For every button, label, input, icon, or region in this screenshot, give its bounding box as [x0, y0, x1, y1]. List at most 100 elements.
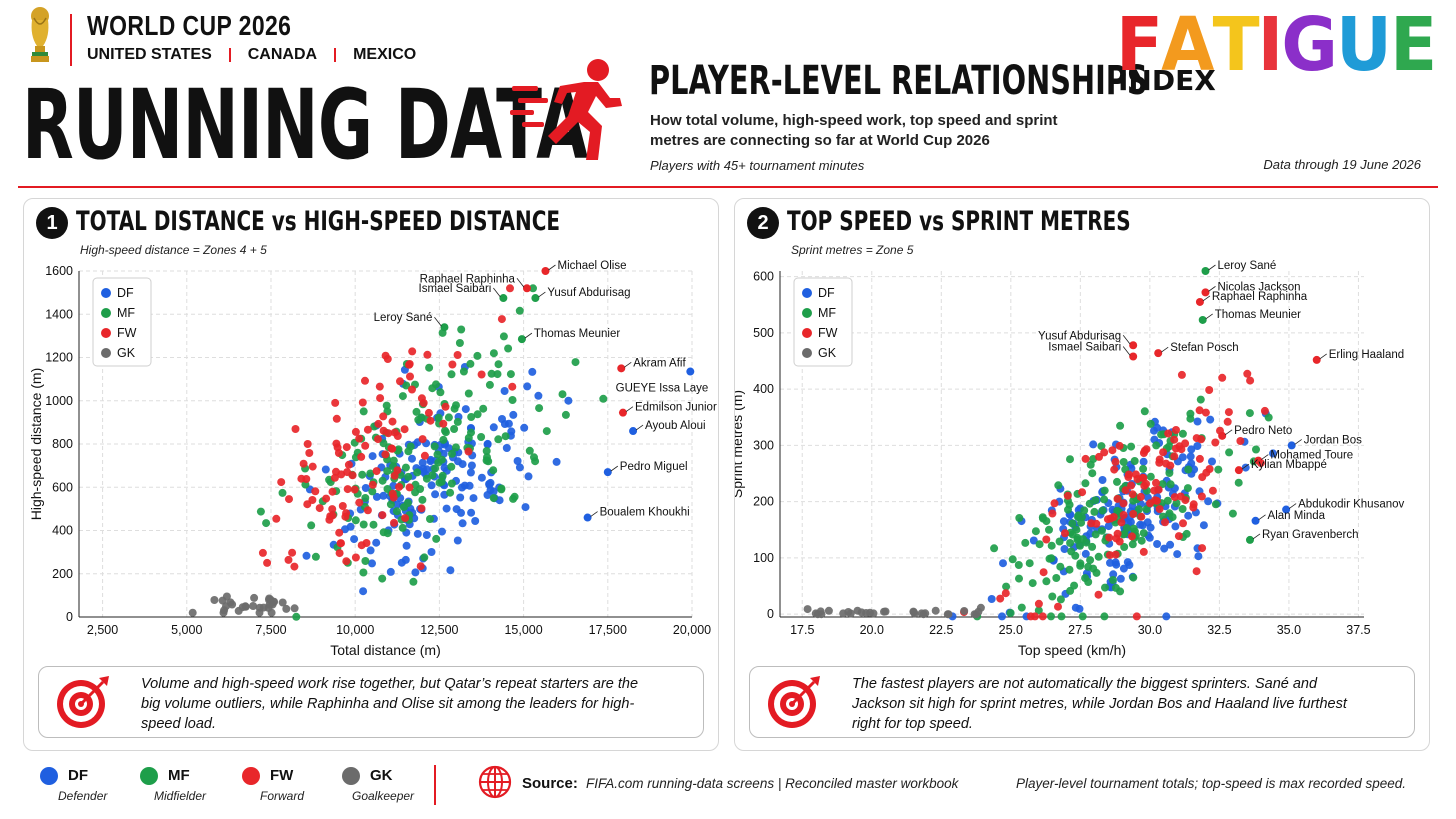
data-point-mf: [425, 363, 434, 372]
host-country: MEXICO: [353, 46, 417, 63]
legend-dot: [140, 767, 158, 785]
legend-marker-mf: [101, 308, 111, 318]
x-tick-label: 17,500: [589, 623, 627, 637]
data-point-mf: [441, 426, 449, 435]
event-title: WORLD CUP 2026: [87, 10, 292, 41]
data-point-fw: [1105, 533, 1114, 542]
x-tick-label: 35.0: [1277, 623, 1301, 637]
insight-callout: Volume and high-speed work rise together…: [38, 666, 704, 738]
data-point-mf: [404, 472, 413, 481]
data-point-fw: [1136, 492, 1145, 501]
data-point-fw: [418, 435, 427, 444]
data-point-mf: [1113, 477, 1121, 486]
data-point-fw: [1140, 446, 1149, 455]
data-point-mf: [561, 410, 570, 419]
data-point-fw: [374, 435, 382, 444]
data-point-mf: [1264, 413, 1273, 422]
highlighted-point: [1201, 288, 1210, 297]
data-point-df: [408, 454, 416, 463]
label-leader-line: [1319, 353, 1327, 360]
data-point-mf: [1031, 527, 1040, 536]
data-point-fw: [357, 452, 366, 461]
data-point-df: [1098, 476, 1107, 484]
data-point-mf: [1130, 457, 1139, 465]
data-point-fw: [1152, 478, 1160, 487]
data-point-mf: [530, 453, 538, 462]
legend-code: MF: [168, 767, 190, 784]
data-point-mf: [501, 432, 510, 441]
highlighted-point: [1154, 349, 1163, 358]
data-point-fw: [1095, 452, 1103, 461]
legend-marker-mf: [802, 308, 812, 318]
x-tick-label: 15,000: [504, 623, 542, 637]
x-tick-label: 25.0: [999, 623, 1023, 637]
data-point-mf: [1098, 506, 1107, 515]
data-point-mf: [558, 390, 567, 399]
panel-subtitle: High-speed distance = Zones 4 + 5: [80, 243, 267, 257]
data-point-mf: [432, 380, 440, 389]
x-tick-label: 32.5: [1207, 623, 1231, 637]
data-point-df: [1173, 550, 1182, 559]
data-point-mf: [525, 446, 534, 455]
data-point-mf: [506, 370, 515, 379]
data-point-df: [458, 519, 467, 528]
data-point-df: [1186, 452, 1195, 461]
data-point-df: [489, 423, 498, 432]
data-point-mf: [1163, 496, 1172, 505]
data-point-mf: [1057, 612, 1066, 621]
data-point-df: [1060, 545, 1069, 553]
data-point-mf: [482, 447, 491, 455]
data-point-fw: [277, 478, 286, 487]
data-point-df: [465, 481, 474, 490]
data-point-fw: [303, 500, 312, 509]
data-point-df: [431, 490, 440, 499]
legend-code: DF: [68, 767, 88, 784]
data-point-df: [1184, 511, 1193, 520]
label-leader-line: [1261, 454, 1269, 460]
data-point-df: [452, 505, 461, 514]
data-point-fw: [1172, 426, 1180, 434]
y-tick-label: 400: [753, 382, 774, 396]
data-point-df: [528, 367, 537, 376]
host-country: CANADA: [247, 46, 318, 63]
x-tick-label: 17.5: [790, 623, 814, 637]
y-tick-label: 0: [66, 610, 73, 624]
data-point-mf: [1120, 543, 1129, 551]
data-point-gk: [210, 596, 219, 604]
data-point-df: [1241, 463, 1250, 472]
data-point-mf: [1172, 499, 1181, 508]
data-point-fw: [328, 505, 337, 514]
data-point-fw: [1205, 386, 1214, 394]
data-point-fw: [1205, 465, 1214, 473]
data-point-fw: [1243, 369, 1252, 378]
data-point-fw: [1159, 448, 1168, 457]
data-point-mf: [1120, 530, 1129, 538]
data-point-mf: [1017, 603, 1026, 612]
data-point-fw: [379, 412, 388, 421]
data-point-df: [534, 391, 543, 400]
data-point-mf: [1091, 530, 1100, 539]
data-point-mf: [378, 574, 387, 583]
data-point-mf: [1054, 481, 1063, 490]
data-point-fw: [335, 528, 344, 537]
subtitle: PLAYER-LEVEL RELATIONSHIPS: [649, 58, 1148, 104]
data-point-mf: [504, 344, 513, 353]
data-point-mf: [535, 404, 544, 413]
data-point-mf: [378, 476, 387, 485]
brand-letter: E: [1390, 2, 1437, 88]
data-point-mf: [401, 463, 410, 472]
y-tick-label: 600: [753, 270, 774, 284]
data-point-mf: [369, 520, 378, 529]
data-point-df: [442, 504, 451, 513]
data-point-mf: [292, 612, 301, 621]
data-point-fw: [368, 480, 377, 489]
data-point-mf: [1129, 573, 1138, 582]
label-leader-line: [1258, 514, 1266, 521]
legend-label-fw: FW: [117, 326, 137, 340]
player-label: Pedro Neto: [1234, 425, 1292, 437]
y-tick-label: 400: [52, 524, 73, 538]
data-point-df: [302, 551, 311, 560]
data-point-df: [1109, 570, 1118, 579]
data-point-fw: [1236, 437, 1245, 445]
data-point-df: [372, 492, 381, 501]
